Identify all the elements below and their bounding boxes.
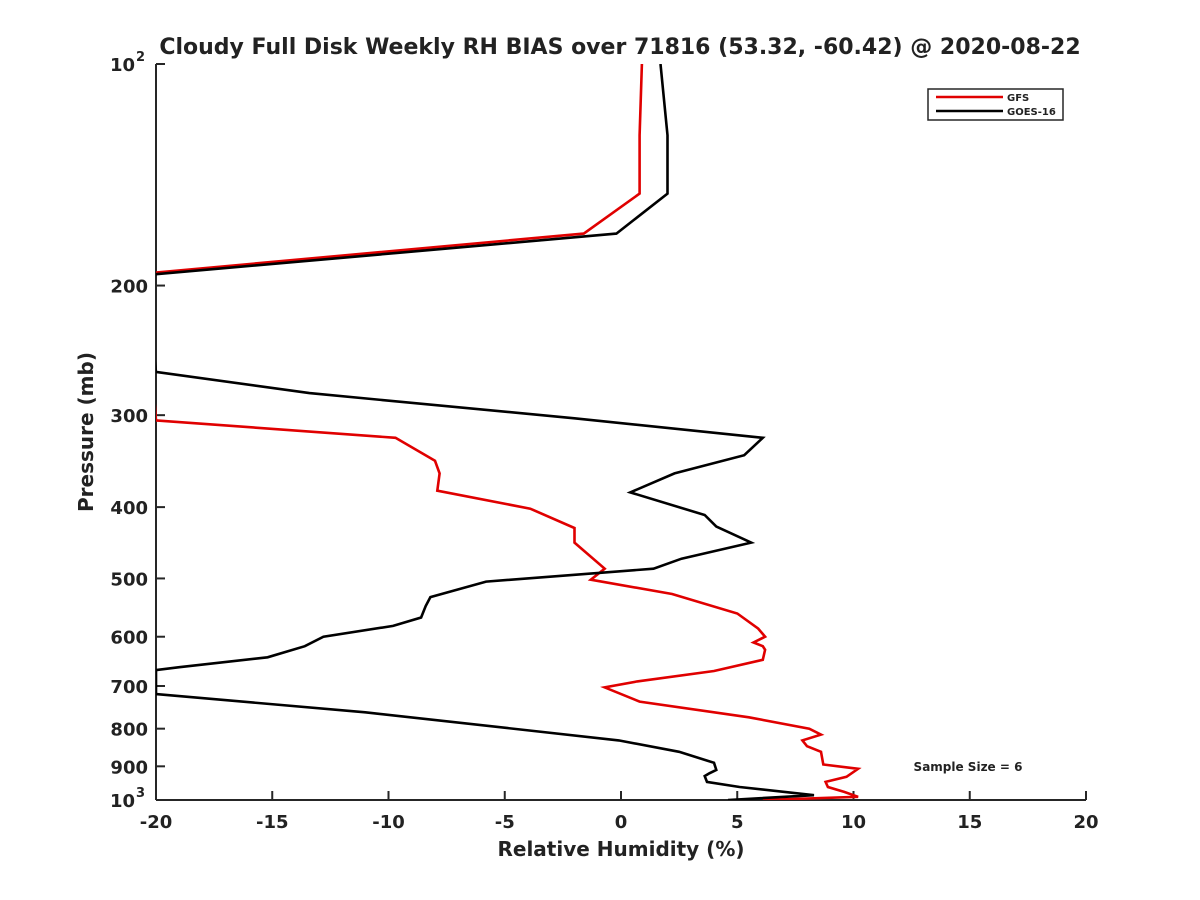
y-tick-label: 800 bbox=[110, 720, 148, 741]
y-tick-label: 600 bbox=[110, 628, 148, 649]
y-tick-label: 200 bbox=[110, 277, 148, 298]
y-tick-label: 500 bbox=[110, 569, 148, 590]
y-tick-label: 10 bbox=[110, 791, 135, 812]
y-tick-label: 900 bbox=[110, 757, 148, 778]
series-line-gfs bbox=[156, 64, 862, 800]
sample-size-annotation: Sample Size = 6 bbox=[914, 760, 1023, 774]
x-tick-label: -20 bbox=[140, 812, 173, 833]
x-ticks: -20 -15 -10 -5 0 5 10 15 20 bbox=[140, 791, 1099, 833]
y-axis-label: Pressure (mb) bbox=[74, 352, 98, 512]
y-tick-exponent: 2 bbox=[136, 50, 145, 65]
x-tick-label: -10 bbox=[372, 812, 405, 833]
legend-label-gfs: GFS bbox=[1007, 93, 1029, 104]
x-tick-label: 10 bbox=[841, 812, 866, 833]
y-tick-label: 10 bbox=[110, 55, 135, 76]
x-tick-label: 5 bbox=[731, 812, 744, 833]
y-tick-label: 300 bbox=[110, 406, 148, 427]
x-tick-label: 15 bbox=[957, 812, 982, 833]
x-tick-label: -15 bbox=[256, 812, 289, 833]
x-tick-label: 0 bbox=[615, 812, 628, 833]
series-lines bbox=[156, 64, 862, 800]
legend-box bbox=[927, 88, 1064, 121]
x-tick-label: -5 bbox=[495, 812, 515, 833]
y-tick-label: 700 bbox=[110, 677, 148, 698]
y-tick-exponent: 3 bbox=[136, 786, 145, 801]
x-axis: -20 -15 -10 -5 0 5 10 15 20 Relative Humidity (%… bbox=[140, 791, 1099, 861]
chart-title: Cloudy Full Disk Weekly RH BIAS over 718… bbox=[159, 35, 1080, 60]
series-line-goes-16 bbox=[156, 64, 815, 800]
y-tick-label: 400 bbox=[110, 498, 148, 519]
x-tick-label: 20 bbox=[1073, 812, 1098, 833]
legend-label-goes-16: GOES-16 bbox=[1007, 107, 1056, 118]
legend: GFS GOES-16 bbox=[927, 88, 1064, 121]
x-axis-label: Relative Humidity (%) bbox=[497, 837, 744, 861]
